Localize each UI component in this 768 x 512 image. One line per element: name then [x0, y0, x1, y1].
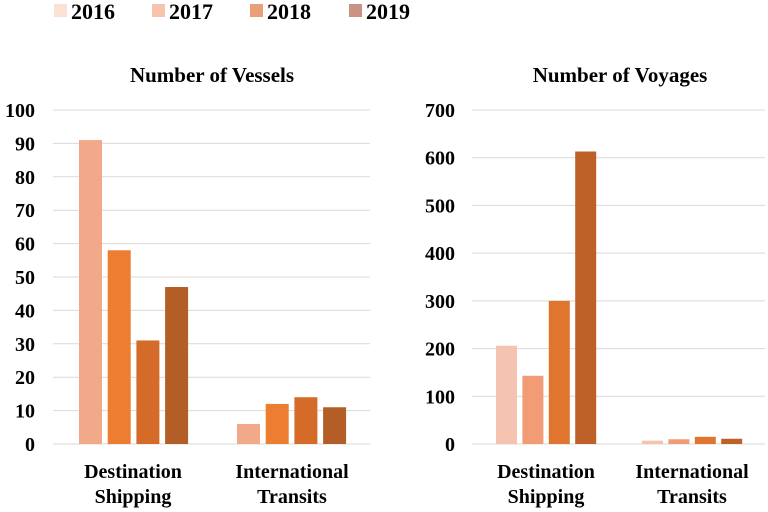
legend-label-2017: 2017: [169, 0, 213, 24]
chart-voyages: Number of Voyages 0 100 200 300 400 500 600 700 D…: [425, 63, 765, 508]
bar-2018-destination: [136, 340, 160, 444]
y-tick-label: 40: [15, 300, 35, 322]
y-tick-label: 10: [15, 401, 35, 423]
y-tick-label: 30: [15, 334, 35, 356]
y-tick-label: 400: [425, 243, 455, 265]
bar-2016-destination: [79, 140, 102, 444]
bar-2016-international: [237, 423, 260, 444]
y-tick-label: 20: [15, 367, 35, 389]
x-category-label: Destination: [84, 461, 182, 483]
y-tick-label: 700: [425, 100, 455, 122]
y-tick-label: 0: [445, 434, 455, 456]
y-tick-label: 100: [5, 100, 35, 122]
bar-2016-international: [642, 440, 663, 444]
x-category-label: Transits: [657, 486, 727, 508]
y-tick-label: 80: [15, 167, 35, 189]
legend: 2016 2017 2018 2019: [54, 0, 410, 24]
legend-swatch-2019: [349, 4, 362, 17]
y-tick-label: 600: [425, 148, 455, 170]
bar-2019-international: [323, 407, 347, 444]
bar-2017-destination: [107, 250, 131, 444]
legend-label-2016: 2016: [71, 0, 115, 24]
x-category-label: Shipping: [95, 486, 172, 508]
chart-vessels: Number of Vessels 0 10 20 30 40 50 60 70 80 90 100 D…: [5, 63, 370, 508]
bar-2017-destination: [522, 375, 544, 444]
bar-2018-destination: [548, 300, 570, 444]
legend-label-2019: 2019: [366, 0, 410, 24]
y-tick-label: 500: [425, 195, 455, 217]
legend-label-2018: 2018: [267, 0, 311, 24]
y-tick-label: 300: [425, 291, 455, 313]
bar-2018-international: [294, 397, 318, 444]
x-category-label: Destination: [497, 461, 595, 483]
chart-title: Number of Voyages: [533, 63, 708, 87]
legend-swatch-2016: [54, 4, 67, 17]
bar-2017-international: [668, 439, 690, 444]
bar-2019-destination: [575, 151, 597, 445]
y-tick-label: 200: [425, 339, 455, 361]
bar-2018-international: [694, 436, 716, 444]
x-category-label: International: [235, 461, 349, 483]
bar-2019-destination: [165, 287, 189, 444]
x-category-label: Shipping: [508, 486, 585, 508]
y-tick-label: 70: [15, 200, 35, 222]
bar-2017-international: [265, 403, 289, 444]
y-tick-label: 0: [25, 434, 35, 456]
x-category-label: International: [635, 461, 749, 483]
y-tick-label: 50: [15, 267, 35, 289]
y-tick-label: 100: [425, 386, 455, 408]
y-tick-label: 90: [15, 133, 35, 155]
legend-swatch-2017: [152, 4, 165, 17]
chart-title: Number of Vessels: [130, 63, 294, 87]
bar-2016-destination: [496, 345, 517, 444]
legend-swatch-2018: [250, 4, 263, 17]
x-category-label: Transits: [257, 486, 327, 508]
bar-2019-international: [721, 438, 743, 444]
y-tick-label: 60: [15, 234, 35, 256]
